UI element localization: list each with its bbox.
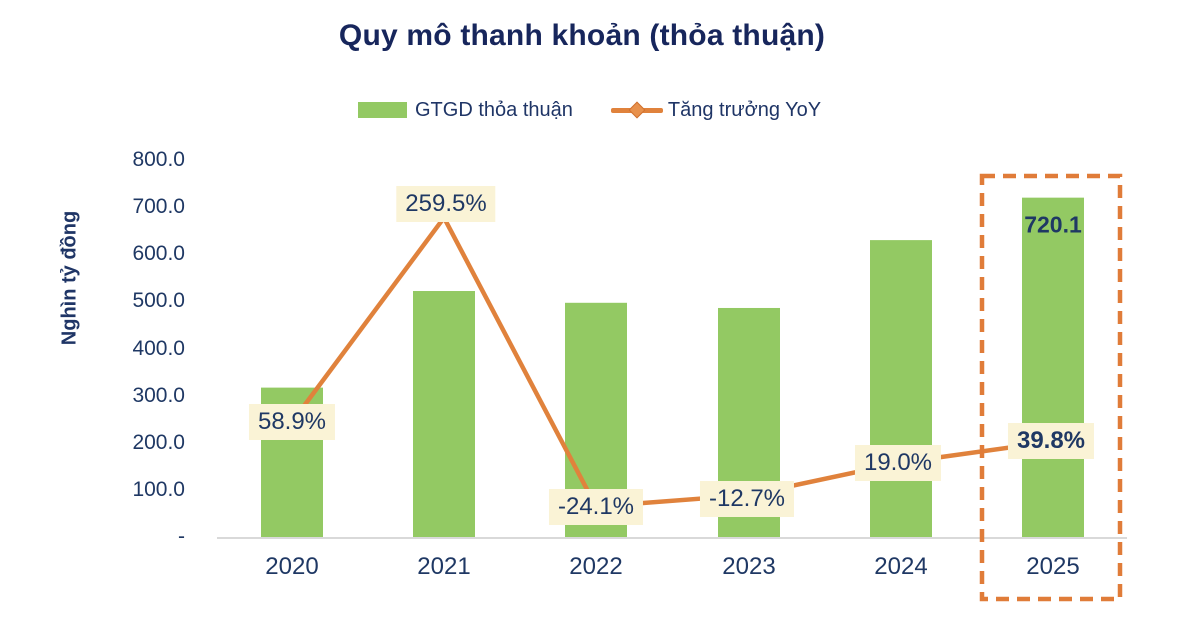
yoy-label-2024: 19.0% <box>854 444 942 481</box>
y-tick-300.0: 300.0 <box>132 383 185 407</box>
yoy-label-2021: 259.5% <box>396 185 496 222</box>
y-tick-600.0: 600.0 <box>132 242 185 266</box>
x-label-2025: 2025 <box>1026 553 1080 580</box>
bar-value-label-2025: 720.1 <box>1024 211 1082 238</box>
yoy-label-2022: -24.1% <box>548 488 644 525</box>
x-label-2024: 2024 <box>874 553 928 580</box>
y-tick-200.0: 200.0 <box>132 430 185 454</box>
x-label-2022: 2022 <box>569 553 623 580</box>
bar-2025 <box>1022 197 1084 537</box>
x-label-2021: 2021 <box>417 553 471 580</box>
legend: GTGD thỏa thuận Tăng trưởng YoY <box>358 96 821 124</box>
y-tick--: - <box>178 525 185 548</box>
x-label-2020: 2020 <box>265 553 319 580</box>
yoy-label-2023: -12.7% <box>699 480 795 517</box>
y-tick-400.0: 400.0 <box>132 336 185 360</box>
x-label-2023: 2023 <box>722 553 776 580</box>
yoy-label-2020: 58.9% <box>248 404 336 440</box>
y-tick-500.0: 500.0 <box>132 289 185 313</box>
bar-2024 <box>870 240 932 538</box>
y-tick-800.0: 800.0 <box>132 148 185 171</box>
y-tick-700.0: 700.0 <box>132 195 185 219</box>
legend-line-label: Tăng trưởng YoY <box>667 98 822 121</box>
legend-bar-swatch <box>358 102 407 118</box>
chart-title: Quy mô thanh khoản (thỏa thuận) <box>338 19 826 52</box>
highlight-box-2025 <box>979 173 1123 602</box>
legend-bar-label: GTGD thỏa thuận <box>415 98 573 121</box>
yoy-label-2025: 39.8% <box>1007 423 1095 460</box>
legend-line-marker <box>610 101 663 119</box>
bar-2021 <box>413 291 475 537</box>
y-tick-100.0: 100.0 <box>132 477 185 501</box>
